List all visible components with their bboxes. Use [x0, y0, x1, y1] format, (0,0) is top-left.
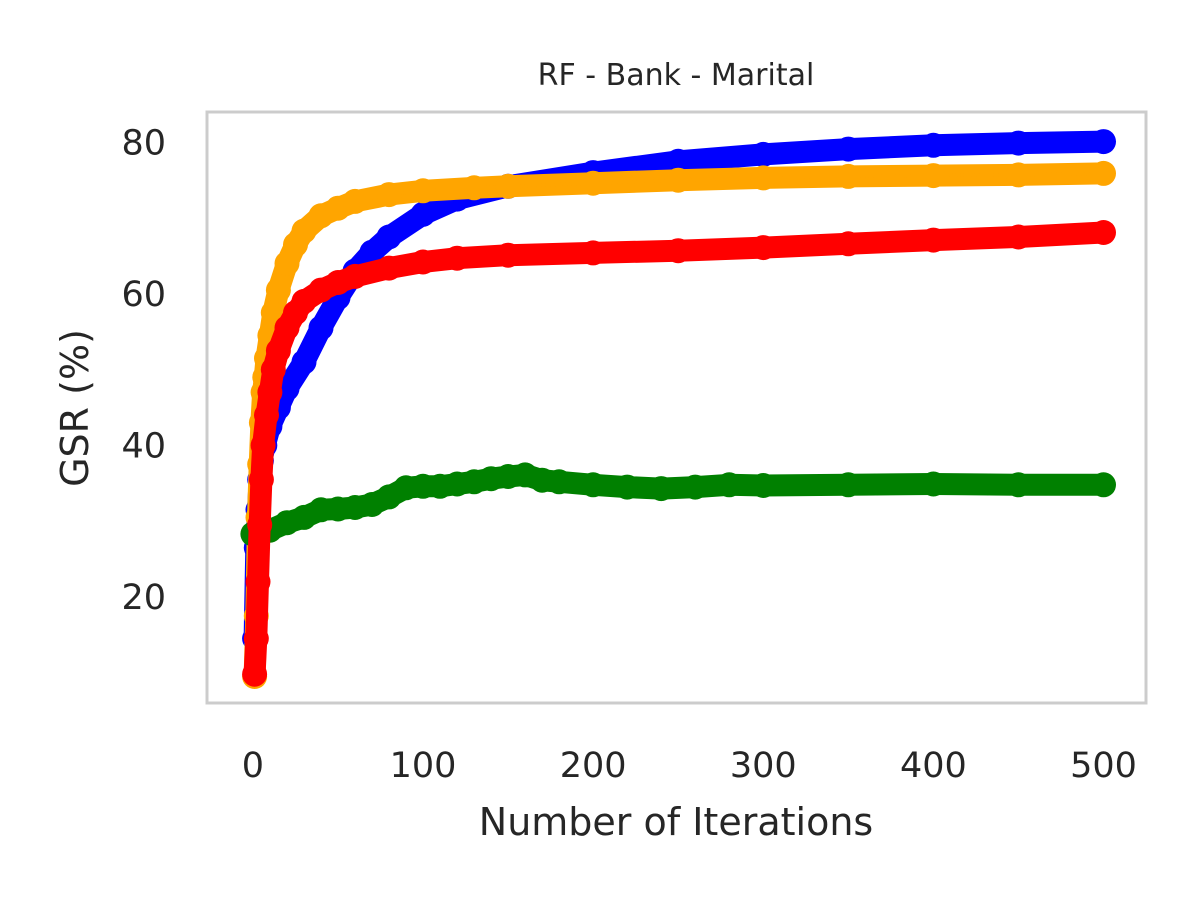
- data-point: [376, 182, 402, 208]
- data-point: [291, 349, 317, 375]
- y-tick-label: 80: [121, 123, 166, 163]
- x-tick-labels: 0 100 200 300 400 500: [242, 746, 1137, 786]
- y-axis-label: GSR (%): [53, 329, 97, 487]
- x-tick-label: 0: [242, 746, 264, 786]
- data-point: [265, 338, 291, 364]
- data-point: [580, 170, 606, 196]
- data-point: [920, 163, 946, 189]
- data-point: [245, 569, 271, 595]
- data-point: [750, 473, 776, 498]
- data-point: [920, 471, 946, 497]
- series-2: [240, 462, 1116, 547]
- data-point: [1005, 224, 1031, 250]
- chart-title: RF - Bank - Marital: [538, 58, 815, 93]
- x-axis-label: Number of Iterations: [479, 800, 873, 844]
- data-point: [750, 141, 776, 167]
- data-point: [410, 178, 436, 204]
- y-tick-label: 60: [121, 275, 166, 315]
- data-point: [648, 476, 674, 502]
- data-point: [835, 163, 861, 189]
- data-point: [260, 357, 286, 383]
- x-tick-label: 500: [1070, 746, 1137, 786]
- data-point: [291, 218, 317, 244]
- data-point: [250, 432, 276, 458]
- y-tick-labels: 20 40 60 80: [121, 123, 166, 618]
- data-point: [1091, 220, 1116, 245]
- data-point: [920, 227, 946, 253]
- series-layer: [240, 129, 1116, 689]
- data-point: [376, 255, 402, 281]
- data-point: [376, 224, 402, 250]
- data-point: [835, 231, 861, 257]
- data-point: [1091, 472, 1116, 498]
- data-point: [665, 167, 691, 193]
- data-point: [1005, 130, 1031, 156]
- plot-area-frame: [205, 110, 1148, 705]
- data-point: [254, 402, 279, 428]
- data-point: [1005, 162, 1031, 188]
- data-point: [308, 315, 334, 341]
- series-3: [242, 220, 1116, 687]
- x-tick-label: 300: [730, 746, 797, 786]
- data-point: [750, 165, 776, 191]
- data-point: [1005, 472, 1031, 498]
- data-point: [243, 626, 269, 652]
- x-tick-label: 400: [900, 746, 967, 786]
- data-point: [495, 173, 521, 199]
- data-point: [920, 132, 946, 158]
- data-point: [248, 467, 274, 492]
- data-point: [580, 472, 606, 498]
- data-point: [257, 379, 283, 405]
- data-point: [265, 277, 291, 303]
- y-tick-label: 40: [121, 426, 166, 466]
- data-point: [242, 661, 268, 687]
- x-tick-label: 200: [560, 746, 627, 786]
- data-point: [444, 245, 470, 271]
- x-tick-label: 100: [390, 746, 457, 786]
- data-point: [750, 235, 776, 261]
- data-point: [461, 175, 487, 201]
- data-point: [1091, 160, 1116, 186]
- data-point: [835, 472, 861, 498]
- data-point: [716, 472, 742, 498]
- data-point: [359, 239, 385, 265]
- data-point: [274, 251, 300, 276]
- data-point: [546, 469, 572, 495]
- data-point: [614, 474, 640, 500]
- data-point: [665, 148, 691, 174]
- data-point: [247, 512, 273, 538]
- data-point: [665, 238, 691, 264]
- data-point: [410, 249, 436, 275]
- y-tick-label: 20: [121, 578, 166, 618]
- data-point: [495, 242, 521, 268]
- data-point: [342, 263, 368, 289]
- data-point: [580, 240, 606, 266]
- data-point: [410, 201, 436, 227]
- data-point: [1091, 129, 1116, 155]
- data-point: [682, 474, 708, 500]
- data-point: [342, 188, 368, 214]
- data-point: [835, 136, 861, 162]
